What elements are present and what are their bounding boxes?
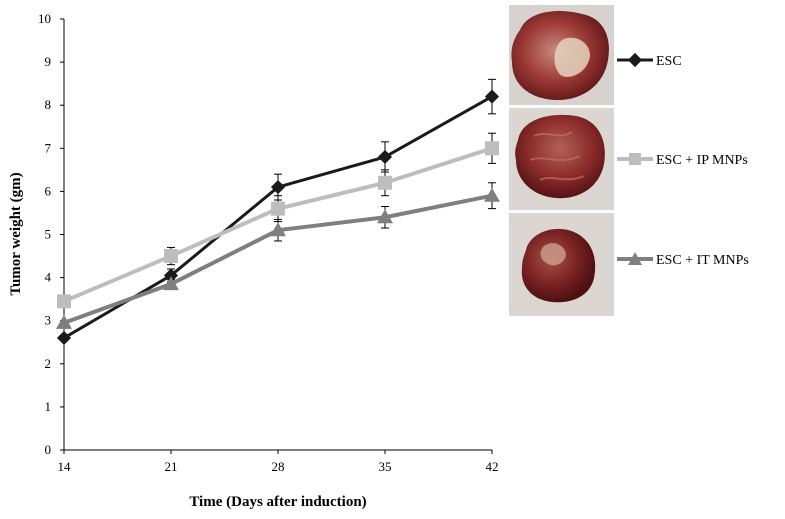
y-axis-title: Tumor weight (gm) [8,172,24,295]
y-tick-label: 8 [45,97,52,112]
x-tick-label: 35 [379,459,392,474]
y-tick-label: 10 [38,11,51,26]
x-tick-label: 21 [165,459,178,474]
y-tick-label: 5 [45,227,52,242]
data-point [377,209,393,224]
x-tick-label: 14 [58,459,72,474]
legend-item-esc-it: ESC + IT MNPs [617,252,749,268]
legend-label-esc: ESC [656,54,682,69]
data-point [163,268,179,283]
data-point [57,294,71,309]
legend: ESC ESC + IP MNPs ESC + IT MNPs [617,52,749,268]
tumor-highlight-esc-it [540,243,566,266]
x-axis-title: Time (Days after induction) [189,494,366,510]
legend-marker-esc-ip [629,153,641,165]
legend-item-esc: ESC [617,52,682,69]
x-tick-label: 28 [272,459,285,474]
data-point [484,89,500,104]
tumor-specimen-esc-it [521,228,596,303]
y-tick-label: 1 [45,399,52,414]
tumor-photo-esc-it [509,213,614,316]
legend-item-esc-ip: ESC + IP MNPs [617,153,748,168]
data-point [164,249,178,264]
tumor-photo-esc-ip [509,108,614,210]
data-point [163,276,179,291]
tumor-vessels-esc-ip [529,131,585,181]
y-ticks: 0 1 2 3 4 5 6 7 8 9 10 [38,11,64,457]
y-tick-label: 2 [45,356,52,371]
y-tick-label: 0 [45,442,52,457]
series-layer [56,78,500,346]
x-tick-label: 42 [486,459,499,474]
tumor-photo-esc [509,5,614,105]
data-point [378,175,392,190]
y-tick-label: 9 [45,54,52,69]
tumor-highlight-esc [554,37,590,77]
data-point [271,201,285,216]
x-ticks: 14 21 28 35 42 [58,450,499,474]
data-point [56,330,72,346]
legend-marker-esc-it [628,252,642,265]
data-point [484,187,500,202]
legend-marker-esc [627,52,643,68]
data-point [56,314,72,329]
data-point [485,141,499,156]
y-tick-label: 6 [45,183,52,198]
legend-label-esc-ip: ESC + IP MNPs [656,153,748,168]
series-esc-it-mnps [56,182,500,329]
tumor-specimen-esc-ip [515,114,605,199]
legend-label-esc-it: ESC + IT MNPs [656,253,749,268]
y-tick-label: 7 [45,140,52,155]
data-point [270,222,286,237]
series-esc-ip-mnps [57,132,499,309]
data-point [270,180,286,195]
y-tick-label: 4 [45,270,52,285]
data-point [377,149,393,164]
y-tick-label: 3 [45,313,52,328]
